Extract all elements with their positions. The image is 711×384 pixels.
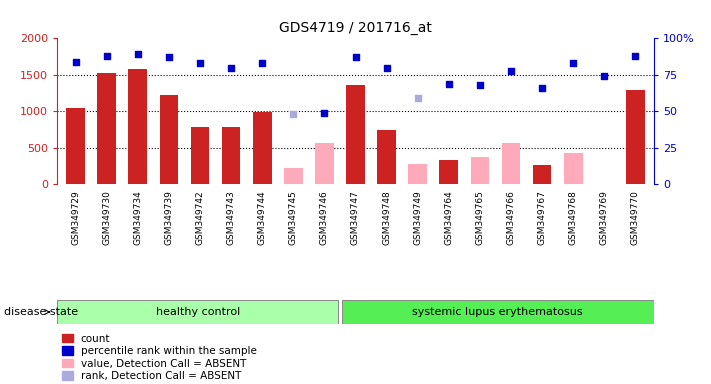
Bar (315, 144, 333, 184)
Point (319, 110, 330, 116)
Text: disease state: disease state (4, 307, 77, 317)
Bar (626, 90, 645, 184)
Text: GSM349742: GSM349742 (196, 190, 205, 245)
Point (101, 53, 112, 59)
Point (225, 65, 237, 71)
Point (443, 81, 454, 87)
Point (599, 73, 610, 79)
Bar (222, 127, 240, 184)
Title: GDS4719 / 201716_at: GDS4719 / 201716_at (279, 21, 432, 35)
Text: GSM349769: GSM349769 (600, 190, 609, 245)
Bar (129, 69, 147, 184)
Bar (502, 144, 520, 184)
Bar (564, 153, 582, 184)
Bar (159, 95, 178, 184)
Bar (408, 164, 427, 184)
Text: GSM349770: GSM349770 (631, 190, 640, 245)
Point (381, 65, 392, 71)
Bar (471, 157, 489, 184)
Point (350, 54, 361, 60)
Point (132, 51, 144, 58)
Bar (346, 85, 365, 184)
Point (287, 111, 299, 118)
Text: GSM349743: GSM349743 (227, 190, 235, 245)
Bar (378, 130, 396, 184)
Text: GSM349767: GSM349767 (538, 190, 547, 245)
Bar (191, 127, 209, 184)
Point (537, 85, 548, 91)
Text: GSM349739: GSM349739 (164, 190, 173, 245)
Point (412, 95, 424, 101)
Bar (439, 159, 458, 184)
Bar (253, 112, 272, 184)
Text: systemic lupus erythematosus: systemic lupus erythematosus (412, 307, 582, 317)
Text: GSM349730: GSM349730 (102, 190, 111, 245)
Text: GSM349729: GSM349729 (71, 190, 80, 245)
Text: healthy control: healthy control (156, 307, 240, 317)
Text: GSM349734: GSM349734 (133, 190, 142, 245)
Point (506, 68, 517, 74)
Bar (57, 300, 338, 324)
Text: GSM349765: GSM349765 (476, 190, 484, 245)
Point (164, 54, 175, 60)
Point (257, 60, 268, 66)
Text: GSM349766: GSM349766 (506, 190, 515, 245)
Point (194, 60, 205, 66)
Text: GSM349749: GSM349749 (413, 190, 422, 245)
Legend: count, percentile rank within the sample, value, Detection Call = ABSENT, rank, : count, percentile rank within the sample… (62, 334, 257, 381)
Text: GSM349744: GSM349744 (257, 190, 267, 245)
Point (70, 59, 81, 65)
Text: GSM349748: GSM349748 (382, 190, 391, 245)
Text: GSM349745: GSM349745 (289, 190, 298, 245)
Point (567, 60, 579, 66)
Point (630, 53, 641, 59)
Bar (341, 300, 654, 324)
Text: GSM349746: GSM349746 (320, 190, 329, 245)
Text: GSM349764: GSM349764 (444, 190, 454, 245)
Bar (66, 108, 85, 184)
Point (474, 82, 486, 88)
Bar (97, 73, 116, 184)
Text: GSM349747: GSM349747 (351, 190, 360, 245)
Bar (284, 167, 303, 184)
Text: GSM349768: GSM349768 (569, 190, 578, 245)
Bar (533, 165, 552, 184)
